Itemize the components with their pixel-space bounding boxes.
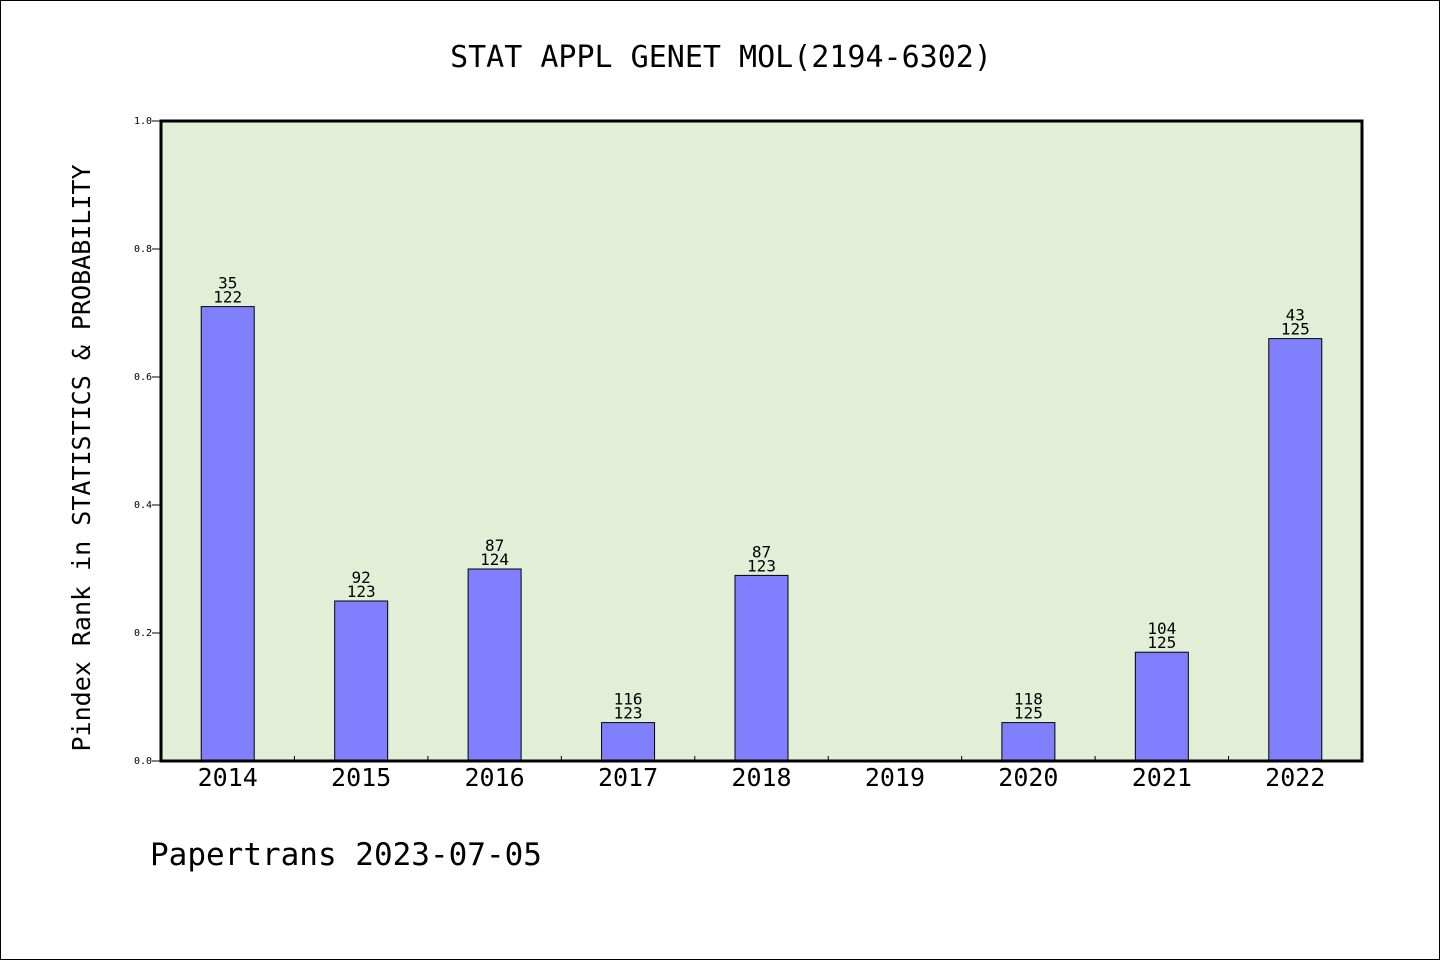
bar-label-rank: 87 bbox=[485, 536, 504, 555]
bar-2014 bbox=[200, 306, 255, 762]
y-tick-label: 0.4 bbox=[134, 500, 152, 511]
bar-2022 bbox=[1268, 338, 1323, 762]
bar-2015 bbox=[334, 600, 389, 762]
bar-2020 bbox=[1001, 722, 1056, 762]
bar-2017 bbox=[601, 722, 656, 762]
y-tick-label: 1.0 bbox=[134, 116, 152, 127]
x-tick-label: 2022 bbox=[1265, 763, 1325, 792]
x-tick-label: 2014 bbox=[198, 763, 258, 792]
bar-label-rank: 87 bbox=[752, 542, 771, 561]
x-axis: 2014 2015 2016 2017 2018 2019 2020 2021 2022 bbox=[198, 756, 1325, 792]
y-axis-label: Pindex Rank in STATISTICS & PROBABILITY bbox=[67, 165, 96, 752]
x-tick-label: 2021 bbox=[1132, 763, 1192, 792]
bar-label-rank: 104 bbox=[1147, 619, 1176, 638]
footer-text: Papertrans 2023-07-05 bbox=[150, 837, 542, 873]
x-tick-label: 2015 bbox=[331, 763, 391, 792]
y-tick-label: 0.8 bbox=[134, 244, 152, 255]
bar-label-total: 123 bbox=[614, 704, 643, 723]
bar-label-total: 123 bbox=[747, 556, 776, 575]
bar-2018 bbox=[734, 574, 789, 762]
x-tick-label: 2018 bbox=[731, 763, 791, 792]
bar-label-total: 125 bbox=[1147, 633, 1176, 652]
bar-label-rank: 118 bbox=[1014, 690, 1043, 709]
bar-label-rank: 92 bbox=[352, 568, 371, 587]
bar-label-total: 122 bbox=[213, 288, 242, 307]
chart-title: STAT APPL GENET MOL(2194-6302) bbox=[450, 40, 992, 75]
bar-label-total: 124 bbox=[480, 550, 509, 569]
bar-labels: 3512292123871241161238712311812510412543… bbox=[213, 274, 1309, 723]
x-tick-label: 2017 bbox=[598, 763, 658, 792]
y-tick-label: 0.2 bbox=[134, 628, 152, 639]
x-tick-label: 2020 bbox=[998, 763, 1058, 792]
bar-2016 bbox=[467, 568, 522, 762]
y-axis: 0.0 0.2 0.4 0.6 0.8 1.0 bbox=[134, 116, 161, 767]
bar-label-rank: 43 bbox=[1286, 306, 1305, 325]
y-tick-label: 0.0 bbox=[134, 756, 152, 767]
x-tick-label: 2016 bbox=[465, 763, 525, 792]
bars bbox=[200, 306, 1323, 762]
bar-label-total: 123 bbox=[347, 582, 376, 601]
y-tick-label: 0.6 bbox=[134, 372, 152, 383]
x-tick-label: 2019 bbox=[865, 763, 925, 792]
plot-border bbox=[159, 119, 1364, 763]
bar-label-rank: 35 bbox=[218, 274, 237, 293]
bar-label-total: 125 bbox=[1281, 320, 1310, 339]
bar-label-rank: 116 bbox=[614, 690, 643, 709]
bar-label-total: 125 bbox=[1014, 704, 1043, 723]
bar-2021 bbox=[1134, 651, 1189, 762]
